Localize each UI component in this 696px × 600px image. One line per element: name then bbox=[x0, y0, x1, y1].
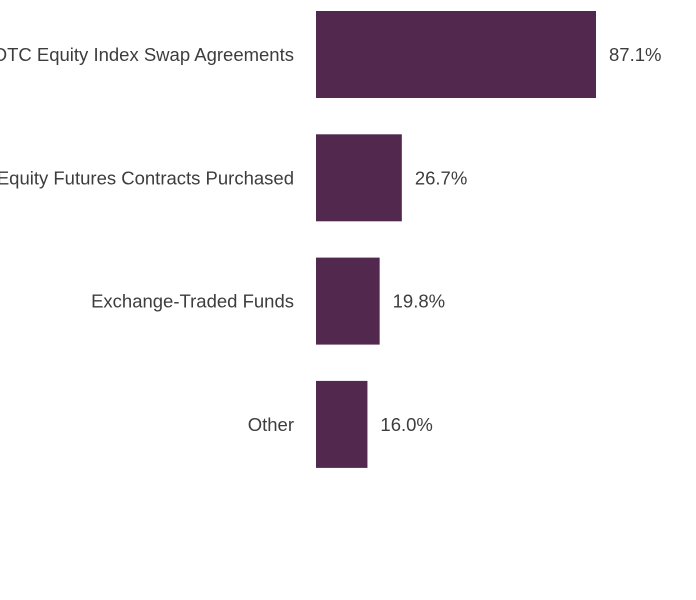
value-label: 16.0% bbox=[380, 414, 432, 435]
bar bbox=[316, 11, 596, 98]
category-label: Exchange-Traded Funds bbox=[91, 291, 294, 312]
value-label: 87.1% bbox=[609, 44, 661, 65]
value-label: 19.8% bbox=[393, 291, 445, 312]
category-label: Other bbox=[248, 414, 294, 435]
bar bbox=[316, 257, 380, 345]
bar bbox=[316, 134, 402, 222]
category-label: Equity Futures Contracts Purchased bbox=[0, 167, 294, 188]
category-label: OTC Equity Index Swap Agreements bbox=[0, 44, 294, 65]
value-label: 26.7% bbox=[415, 167, 467, 188]
bar bbox=[316, 380, 368, 468]
